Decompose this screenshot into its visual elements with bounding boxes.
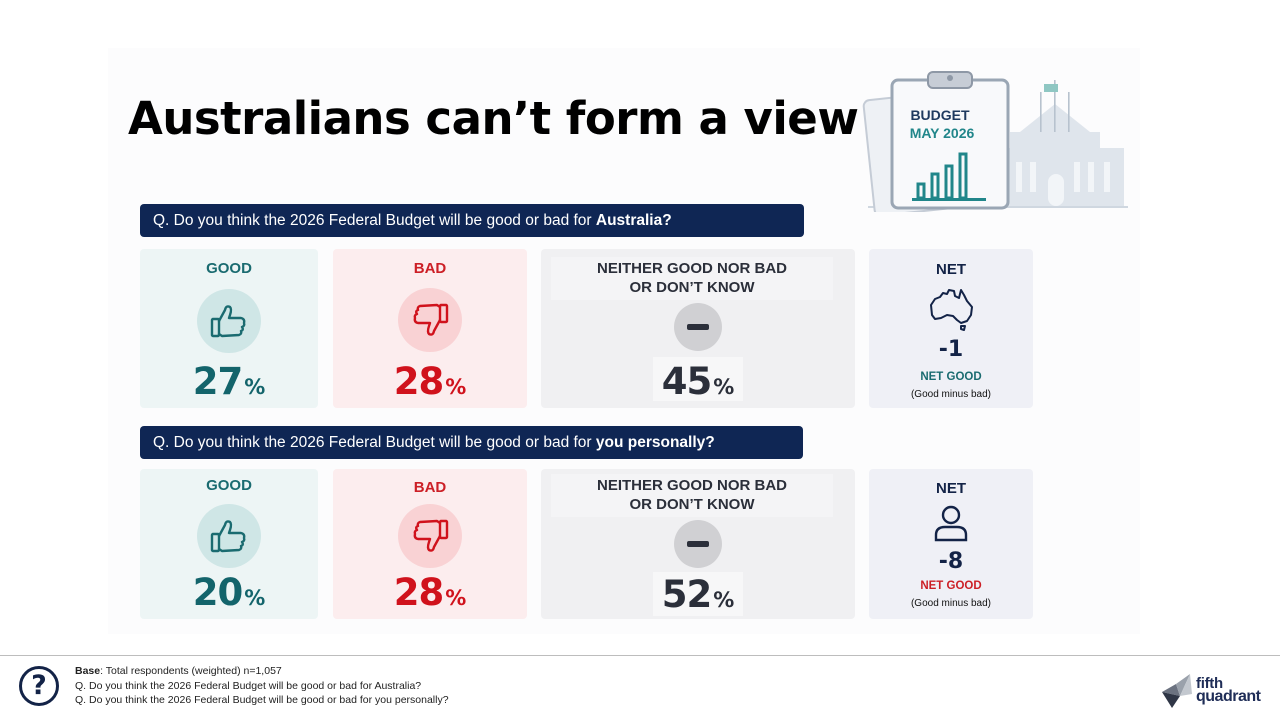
neither-label: NEITHER GOOD NOR BAD OR DON’T KNOW xyxy=(551,257,833,300)
question-prefix: Q. Do you think the 2026 Federal Budget … xyxy=(153,434,596,451)
bad-card: BAD 28% xyxy=(333,249,527,408)
thumbs-down-icon xyxy=(398,504,462,568)
good-card: GOOD 20% xyxy=(140,469,318,619)
footnote-q2: Q. Do you think the 2026 Federal Budget … xyxy=(75,694,449,706)
net-subtitle: (Good minus bad) xyxy=(910,598,992,609)
thumbs-down-icon xyxy=(398,288,462,352)
illustration-label-1: BUDGET xyxy=(910,107,970,123)
net-label: NET xyxy=(936,261,966,278)
minus-icon xyxy=(674,303,722,351)
neither-card: NEITHER GOOD NOR BAD OR DON’T KNOW 45% xyxy=(541,249,855,408)
bad-label: BAD xyxy=(413,260,447,277)
bad-percentage: 28% xyxy=(393,360,467,403)
help-icon[interactable]: ? xyxy=(19,666,59,706)
good-label: GOOD xyxy=(206,477,252,494)
net-card: NET -8 NET GOOD (Good minus bad) xyxy=(869,469,1033,619)
net-good-label: NET GOOD xyxy=(920,580,982,592)
neither-percentage: 52% xyxy=(661,573,735,616)
question-bar-personally: Q. Do you think the 2026 Federal Budget … xyxy=(140,426,803,459)
net-value: -8 xyxy=(938,549,964,574)
neither-percentage: 45% xyxy=(661,360,735,403)
base-label: Base xyxy=(75,665,101,677)
question-emphasis: you personally? xyxy=(595,434,715,451)
page-title: Australians can’t form a view xyxy=(128,92,859,145)
footnote-q1: Q. Do you think the 2026 Federal Budget … xyxy=(75,679,422,692)
fifth-quadrant-logo: fifth quadrant xyxy=(1160,672,1270,714)
bad-card: BAD 28% xyxy=(333,469,527,619)
good-label: GOOD xyxy=(206,260,252,277)
good-card: GOOD 27% xyxy=(140,249,318,408)
logo-word-fifth: fifth xyxy=(1196,675,1223,692)
neither-card: NEITHER GOOD NOR BAD OR DON’T KNOW 52% xyxy=(541,469,855,619)
question-emphasis: Australia? xyxy=(595,212,672,229)
net-good-label: NET GOOD xyxy=(920,371,982,383)
good-percentage: 27% xyxy=(192,360,266,403)
thumbs-up-icon xyxy=(197,504,261,568)
bad-label: BAD xyxy=(413,479,447,496)
net-card: NET -1 NET GOOD (Good minus bad) xyxy=(869,249,1033,408)
footer-divider xyxy=(0,655,1280,656)
australia-map-icon xyxy=(930,289,973,331)
question-prefix: Q. Do you think the 2026 Federal Budget … xyxy=(153,212,596,229)
logo-mark-icon xyxy=(1162,674,1192,708)
question-bar-australia: Q. Do you think the 2026 Federal Budget … xyxy=(140,204,804,237)
thumbs-up-icon xyxy=(197,289,261,353)
net-subtitle: (Good minus bad) xyxy=(910,389,992,400)
person-icon xyxy=(934,505,968,542)
net-label: NET xyxy=(936,480,966,497)
budget-clipboard-illustration: BUDGET MAY 2026 xyxy=(862,71,1128,212)
minus-icon xyxy=(674,520,722,568)
net-value: -1 xyxy=(938,337,964,362)
illustration-label-2: MAY 2026 xyxy=(910,125,975,141)
base-text: : Total respondents (weighted) n=1,057 xyxy=(100,665,282,677)
footnotes: Base: Total respondents (weighted) n=1,0… xyxy=(75,664,449,708)
bad-percentage: 28% xyxy=(393,571,467,614)
good-percentage: 20% xyxy=(192,571,266,614)
neither-label: NEITHER GOOD NOR BAD OR DON’T KNOW xyxy=(551,474,833,517)
logo-word-quadrant: quadrant xyxy=(1196,688,1261,705)
